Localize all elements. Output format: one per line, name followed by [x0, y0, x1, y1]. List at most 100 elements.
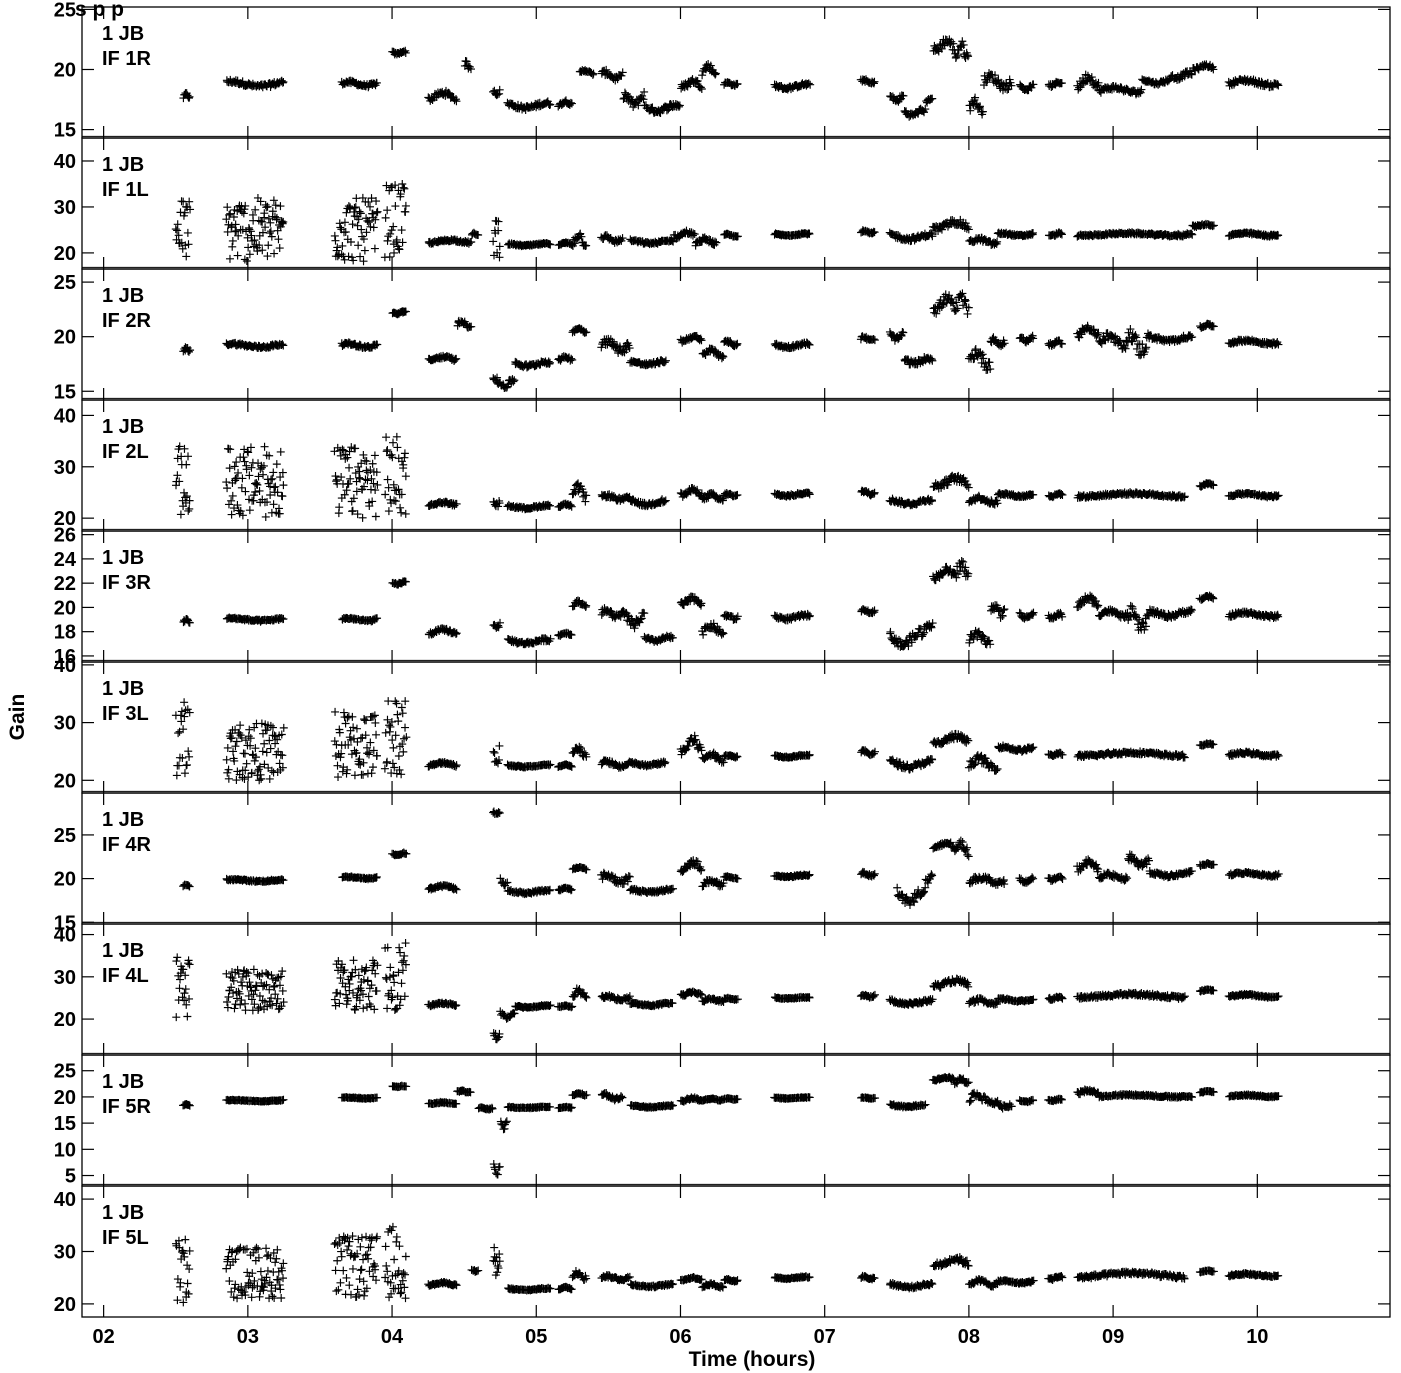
- data-point: [993, 237, 1002, 246]
- data-point: [229, 212, 238, 221]
- data-point: [397, 703, 406, 712]
- data-point: [186, 205, 195, 214]
- data-point: [372, 208, 381, 217]
- data-point: [696, 83, 705, 92]
- data-point: [340, 218, 349, 227]
- data-point: [706, 61, 715, 70]
- data-point: [991, 71, 1000, 80]
- data-point: [356, 252, 365, 261]
- data-point: [638, 91, 647, 100]
- data-point: [568, 355, 577, 364]
- data-point: [258, 246, 267, 255]
- data-point: [279, 723, 288, 732]
- data-point: [371, 512, 380, 521]
- data-point: [256, 197, 265, 206]
- panel-label-antenna: 1 JB: [102, 154, 144, 176]
- data-point: [223, 743, 232, 752]
- data-point: [368, 763, 377, 772]
- data-point: [278, 78, 287, 87]
- data-point: [383, 757, 392, 766]
- data-point: [711, 69, 720, 78]
- data-point: [360, 246, 369, 255]
- data-point: [401, 509, 410, 518]
- data-point: [370, 79, 379, 88]
- data-point: [383, 236, 392, 245]
- data-point: [345, 463, 354, 472]
- y-tick-label: 30: [54, 713, 76, 735]
- data-point: [381, 728, 390, 737]
- data-point: [369, 223, 378, 232]
- data-point: [228, 242, 237, 251]
- data-point: [242, 759, 251, 768]
- data-point: [1274, 81, 1283, 90]
- data-point: [279, 481, 288, 490]
- panel-frame: [81, 530, 1391, 663]
- y-tick-label: 15: [54, 381, 76, 403]
- panel-label-if: IF 2L: [102, 441, 149, 463]
- data-point: [1029, 80, 1038, 89]
- data-point: [272, 460, 281, 469]
- data-point: [495, 85, 504, 94]
- data-point: [181, 706, 190, 715]
- data-point: [1057, 229, 1066, 238]
- data-point: [245, 725, 254, 734]
- data-point: [245, 506, 254, 515]
- data-point: [180, 698, 189, 707]
- data-point: [262, 748, 271, 757]
- data-point: [342, 208, 351, 217]
- data-point: [397, 770, 406, 779]
- data-point: [927, 228, 936, 237]
- data-point: [366, 202, 375, 211]
- data-point: [395, 245, 404, 254]
- data-point: [975, 102, 984, 111]
- data-point: [384, 697, 393, 706]
- y-tick-label: 30: [54, 197, 76, 219]
- data-point: [341, 719, 350, 728]
- data-point: [394, 717, 403, 726]
- data-point: [382, 433, 391, 442]
- data-point: [266, 218, 275, 227]
- data-point: [269, 196, 278, 205]
- data-point: [963, 309, 972, 318]
- data-point: [355, 207, 364, 216]
- data-point: [667, 235, 676, 244]
- data-point: [255, 241, 264, 250]
- data-point: [1187, 229, 1196, 238]
- data-point: [172, 771, 181, 780]
- data-point: [238, 77, 247, 86]
- data-point: [370, 244, 379, 253]
- data-point: [335, 503, 344, 512]
- data-point: [1176, 74, 1185, 83]
- data-point: [494, 217, 503, 226]
- data-point: [399, 183, 408, 192]
- data-point: [274, 235, 283, 244]
- data-point: [733, 79, 742, 88]
- data-point: [261, 512, 270, 521]
- data-point: [342, 486, 351, 495]
- data-point: [184, 747, 193, 756]
- data-point: [367, 474, 376, 483]
- panel-label-antenna: 1 JB: [102, 547, 144, 569]
- panel-label-antenna: 1 JB: [102, 416, 144, 438]
- data-point: [388, 736, 397, 745]
- data-point: [869, 78, 878, 87]
- data-point: [393, 443, 402, 452]
- data-point: [182, 460, 191, 469]
- data-point: [174, 231, 183, 240]
- data-point: [1137, 85, 1146, 94]
- data-point: [450, 355, 459, 364]
- data-point: [349, 256, 358, 265]
- data-point: [351, 203, 360, 212]
- data-point: [1188, 230, 1197, 239]
- data-point: [240, 205, 249, 214]
- data-point: [333, 761, 342, 770]
- data-point: [391, 497, 400, 506]
- panel-label-if: IF 1R: [102, 48, 151, 70]
- data-point: [266, 744, 275, 753]
- data-point: [1124, 328, 1133, 337]
